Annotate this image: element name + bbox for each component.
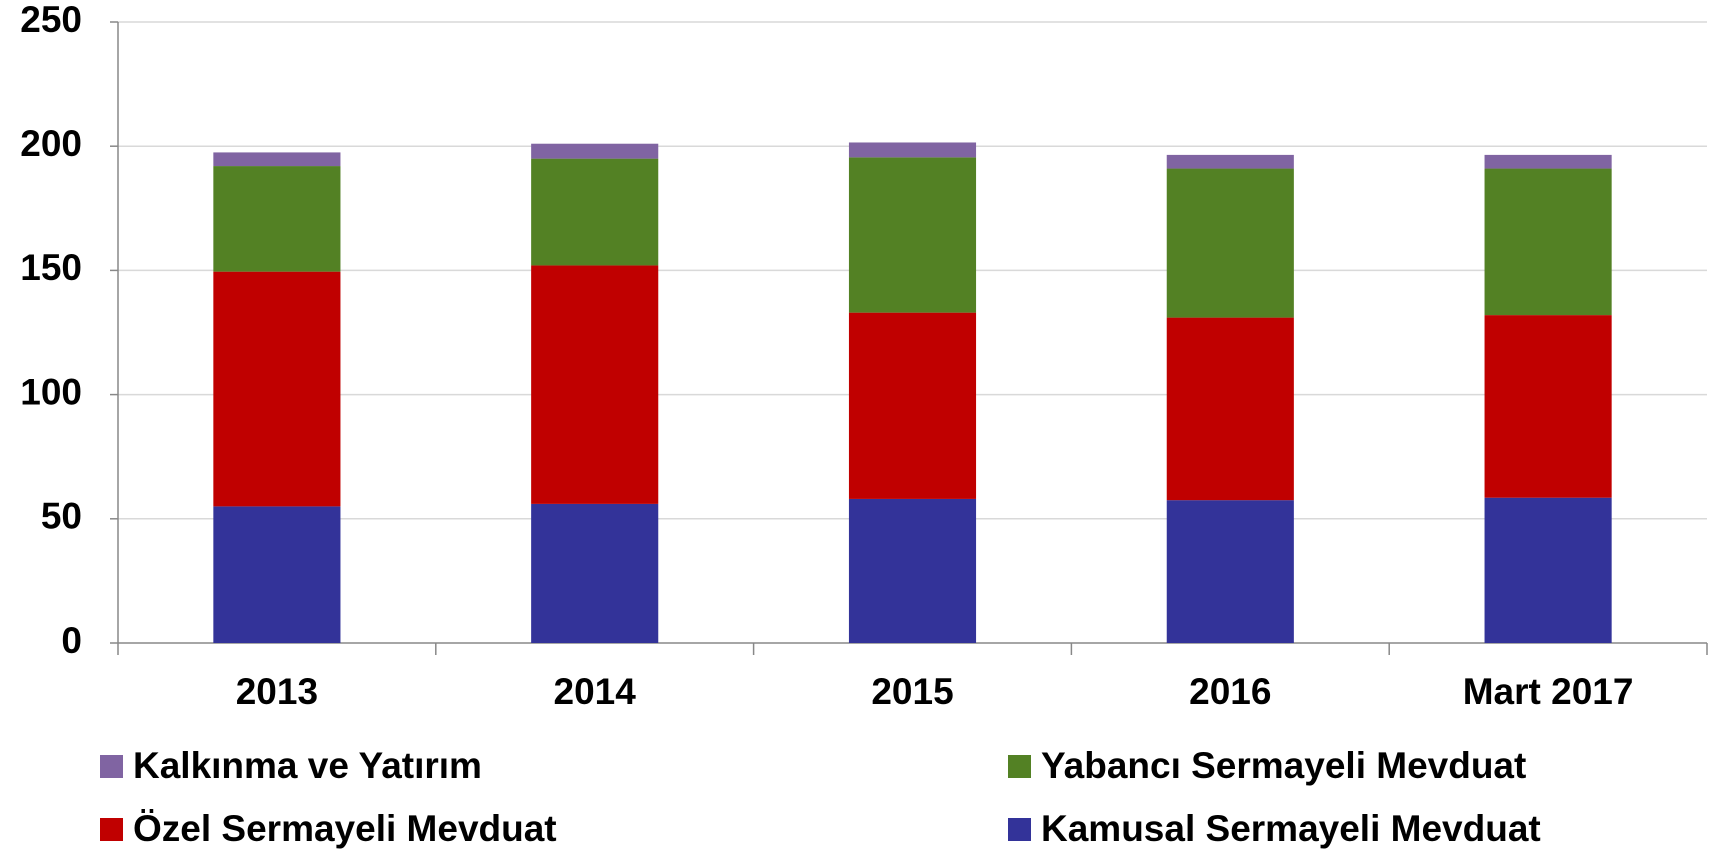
bar-segment [1484, 154, 1612, 169]
legend-label: Özel Sermayeli Mevduat [133, 808, 557, 849]
legend-label: Kamusal Sermayeli Mevduat [1041, 808, 1541, 849]
bar-segment [531, 143, 659, 159]
legend-swatch [100, 755, 123, 778]
x-tick-label: 2014 [554, 671, 637, 712]
bar-segment [213, 166, 341, 272]
y-tick-label: 250 [20, 0, 82, 40]
legend-swatch [100, 818, 123, 841]
y-tick-label: 0 [61, 620, 82, 661]
bar-segment [1484, 315, 1612, 498]
bar-segment [848, 142, 977, 158]
bar-segment [1166, 168, 1294, 318]
bar-segment [531, 265, 659, 504]
bar-segment [1166, 500, 1294, 643]
x-tick-label: 2013 [236, 671, 318, 712]
bar-segment [1166, 154, 1294, 169]
bar-segment [531, 503, 659, 643]
y-tick-label: 100 [20, 371, 82, 412]
bar-segment [848, 312, 977, 499]
legend-label: Yabancı Sermayeli Mevduat [1041, 745, 1526, 786]
y-tick-label: 150 [20, 247, 82, 288]
bar-segment [213, 152, 341, 167]
bar-segment [848, 157, 977, 313]
legend-swatch [1008, 755, 1031, 778]
bar-segment [1484, 168, 1612, 316]
y-tick-label: 50 [41, 496, 82, 537]
y-tick-label: 200 [20, 123, 82, 164]
bar-segment [531, 158, 659, 266]
legend-label: Kalkınma ve Yatırım [133, 745, 482, 786]
bar-segment [1166, 317, 1294, 501]
x-tick-label: Mart 2017 [1463, 671, 1634, 712]
bar-segment [848, 498, 977, 643]
x-tick-label: 2015 [871, 671, 953, 712]
bar-segment [1484, 497, 1612, 643]
legend-swatch [1008, 818, 1031, 841]
bar-segment [213, 506, 341, 643]
x-tick-label: 2016 [1189, 671, 1271, 712]
bar-segment [213, 271, 341, 507]
